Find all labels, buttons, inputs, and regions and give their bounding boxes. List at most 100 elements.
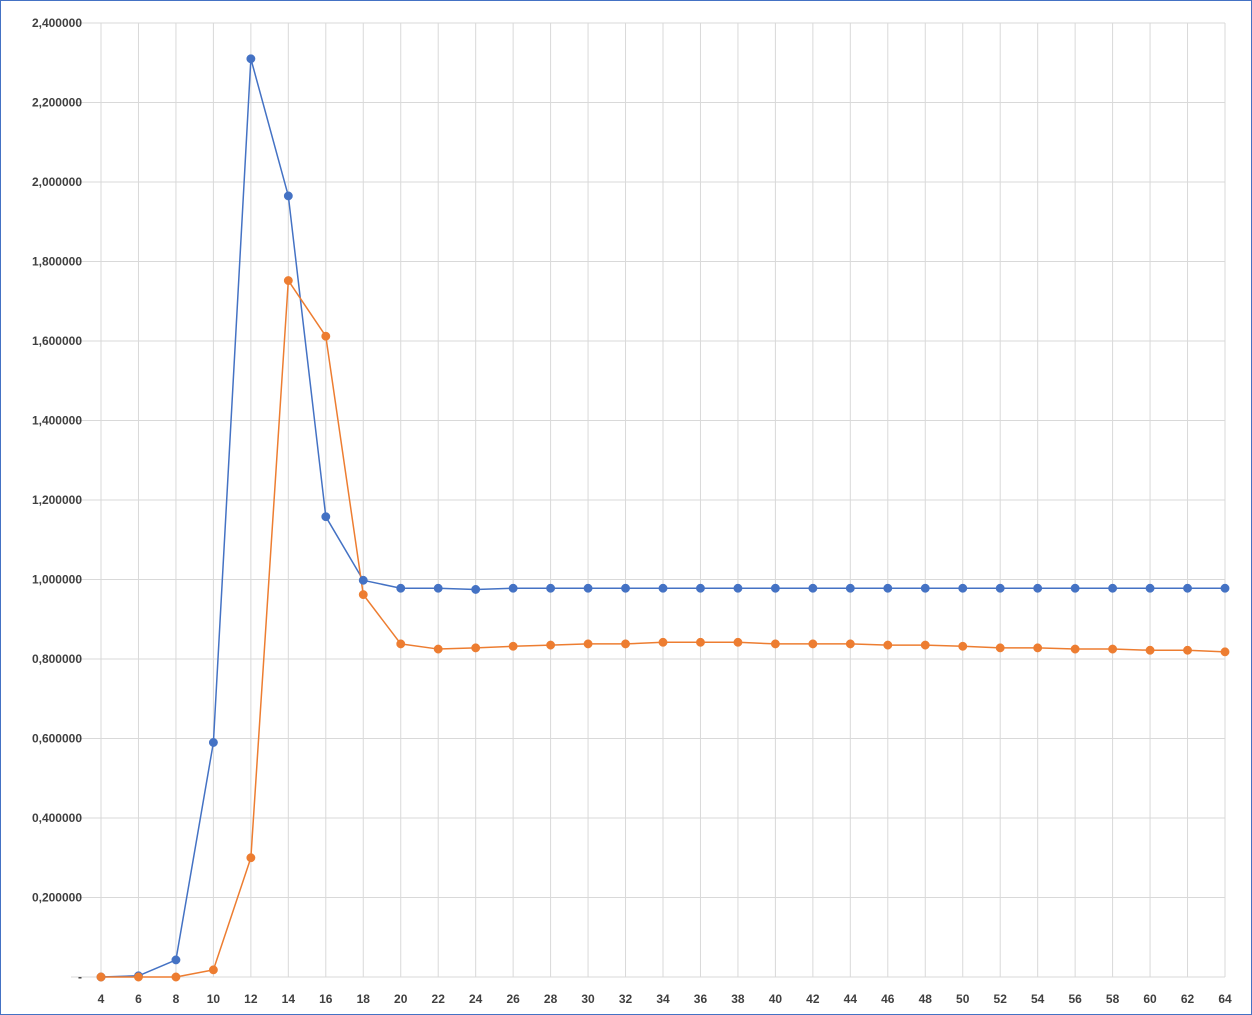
series-1-point <box>583 583 593 593</box>
series-1-point <box>208 738 218 747</box>
y-tick-label: 1,200000 <box>32 493 82 507</box>
series-1-point <box>658 583 668 593</box>
y-tick-label: 0,600000 <box>32 732 82 746</box>
series-1-point <box>396 583 406 593</box>
x-tick-label: 36 <box>694 992 708 1006</box>
y-tick-label: 1,000000 <box>32 573 82 587</box>
series-1-point <box>770 583 780 593</box>
series-1-point <box>171 955 181 965</box>
x-tick-label: 8 <box>173 992 180 1006</box>
series-1-point <box>958 583 968 593</box>
series-2-point <box>621 639 630 649</box>
y-tick-label: 2,400000 <box>32 16 82 30</box>
x-tick-label: 24 <box>469 992 483 1006</box>
y-tick-label: 0,800000 <box>32 652 82 666</box>
series-1-point <box>1145 583 1155 593</box>
x-tick-label: 40 <box>769 992 783 1006</box>
x-tick-label: 6 <box>135 992 142 1006</box>
y-tick-label: 0,200000 <box>32 891 82 905</box>
series-2-point <box>433 644 443 654</box>
x-tick-label: 18 <box>357 992 371 1006</box>
grid-lines <box>71 22 1226 978</box>
series-1-point <box>995 583 1005 593</box>
x-tick-label: 4 <box>98 992 105 1006</box>
x-tick-label: 34 <box>656 992 670 1006</box>
series-2-point <box>546 640 556 650</box>
series-1-point <box>508 583 518 593</box>
series-2-point <box>1145 645 1155 655</box>
y-tick-label: 1,800000 <box>32 255 82 269</box>
series-2-point <box>358 590 368 600</box>
x-tick-label: 30 <box>581 992 595 1006</box>
series-2-point <box>696 637 705 647</box>
x-axis-tick-labels: 4 6 8 10 12 14 16 18 20 22 24 26 28 30 32 34 36 38 40 42 44 4… <box>98 992 1232 1006</box>
y-tick-label: 2,200000 <box>32 96 82 110</box>
series-2-point <box>883 640 893 650</box>
x-tick-label: 60 <box>1143 992 1157 1006</box>
series-1-point <box>471 584 481 594</box>
series-1-point <box>1070 583 1080 593</box>
x-tick-label: 38 <box>731 992 745 1006</box>
x-tick-label: 62 <box>1181 992 1195 1006</box>
x-tick-label: 64 <box>1218 992 1232 1006</box>
series-2-point <box>733 637 743 647</box>
x-tick-label: 20 <box>394 992 408 1006</box>
series-1-point <box>696 583 705 593</box>
series-1-point <box>1183 583 1192 593</box>
series-2-point <box>208 965 218 975</box>
series-markers <box>96 54 1230 982</box>
x-tick-label: 48 <box>919 992 933 1006</box>
series-2-point <box>471 643 481 653</box>
series-2-point <box>1108 644 1118 654</box>
y-tick-label: - <box>78 970 82 984</box>
series-1-point <box>1108 583 1118 593</box>
x-tick-label: 54 <box>1031 992 1045 1006</box>
series-2-point <box>246 853 256 863</box>
series-1-point <box>621 583 630 593</box>
x-tick-label: 22 <box>432 992 446 1006</box>
series-2-point <box>770 639 780 649</box>
x-tick-label: 14 <box>282 992 296 1006</box>
y-axis-tick-labels: - 0,200000 0,400000 0,600000 0,800000 1,00000… <box>32 16 82 984</box>
series-2-point <box>1220 647 1230 657</box>
series-2-point <box>920 640 930 650</box>
y-tick-label: 1,400000 <box>32 414 82 428</box>
x-tick-label: 50 <box>956 992 970 1006</box>
series-2-point <box>1183 645 1192 655</box>
x-tick-label: 10 <box>207 992 221 1006</box>
x-tick-label: 16 <box>319 992 333 1006</box>
series-2-point <box>134 972 143 982</box>
y-tick-label: 2,000000 <box>32 175 82 189</box>
y-tick-label: 0,400000 <box>32 811 82 825</box>
series-1-point <box>283 191 293 201</box>
series-1-point <box>433 583 443 593</box>
x-tick-label: 46 <box>881 992 895 1006</box>
series-1-point <box>808 583 818 593</box>
x-tick-label: 58 <box>1106 992 1120 1006</box>
series-2-point <box>658 637 668 647</box>
x-tick-label: 42 <box>806 992 820 1006</box>
series-1-point <box>883 583 893 593</box>
series-2-point <box>808 639 818 649</box>
x-tick-label: 32 <box>619 992 633 1006</box>
series-1-point <box>358 575 368 585</box>
series-2-point <box>508 641 518 651</box>
series-1-point <box>733 583 743 593</box>
series-1-point <box>321 512 331 522</box>
x-tick-label: 44 <box>844 992 858 1006</box>
x-tick-label: 12 <box>244 992 258 1006</box>
series-2-point <box>171 972 181 982</box>
series-2-point <box>958 641 968 651</box>
series-1-point <box>246 54 256 64</box>
series-2-point <box>583 639 593 649</box>
x-tick-label: 26 <box>506 992 520 1006</box>
series-1-point <box>1033 583 1043 593</box>
series-1-point <box>1220 583 1230 593</box>
series-2-point <box>283 276 293 286</box>
series-1-point <box>920 583 930 593</box>
x-tick-label: 56 <box>1068 992 1082 1006</box>
series-2-point <box>396 639 406 649</box>
series-1-point <box>546 583 556 593</box>
